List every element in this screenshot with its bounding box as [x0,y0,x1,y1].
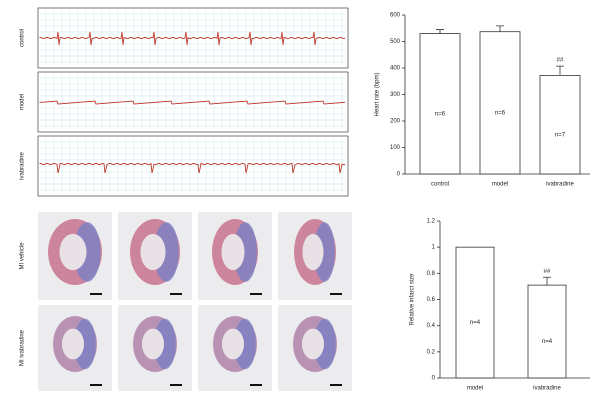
bar [419,33,461,175]
x-tick-label: model [467,386,483,392]
annotation: n=4 [542,339,553,345]
histology-label: MI ivabradine [20,329,26,366]
y-tick-label: 0 [397,172,401,178]
y-tick-label: 400 [390,66,401,72]
lumen [140,233,166,271]
y-axis-label: Heart rate (bpm) [375,72,381,116]
y-tick-label: 0.8 [427,271,436,277]
error-bar [496,25,504,32]
y-tick-label: 300 [390,92,401,98]
bar [539,75,581,175]
error-bar [556,65,564,76]
x-tick-label: control [431,182,449,188]
infarct [153,318,176,370]
ecg-trace [39,100,346,105]
error-bar [436,29,444,34]
x-tick-label: model [492,182,508,188]
y-tick-label: 0 [432,376,436,382]
annotation: n=4 [470,320,481,326]
ecg-trace [39,31,346,46]
bar [527,284,567,379]
lumen [302,328,324,360]
error-bar [543,276,551,286]
lumen [222,328,244,360]
y-tick-label: 100 [390,145,401,151]
infarct [73,318,96,370]
lumen [62,328,84,360]
lumen [302,233,324,271]
significance: ## [557,58,564,64]
x-tick-label: ivabradine [546,182,574,188]
y-tick-label: 1.2 [427,219,436,225]
annotation: n=6 [495,110,506,116]
y-tick-label: 0.2 [427,349,436,355]
lumen [59,233,87,271]
ecg-label: model [20,94,26,110]
y-tick-label: 1 [432,245,436,251]
y-tick-label: 600 [390,13,401,19]
histology-label: MI vehicle [20,242,26,270]
infarct [313,318,336,370]
bar [455,246,495,379]
annotation: n=6 [435,111,446,117]
infarct [233,318,256,370]
y-axis-label: Relative infarct size [410,273,416,326]
annotation: n=7 [555,132,566,138]
bar [479,31,521,175]
lumen [142,328,164,360]
y-tick-label: 500 [390,39,401,45]
ecg-label: ivabradine [20,151,26,179]
significance: ## [544,269,551,275]
ecg-label: control [20,29,26,47]
ecg-trace [39,162,346,174]
y-tick-label: 0.6 [427,297,436,303]
y-tick-label: 0.4 [427,323,436,329]
x-tick-label: ivabradine [533,386,561,392]
y-tick-label: 200 [390,119,401,125]
infarct [313,222,335,282]
lumen [221,233,245,271]
